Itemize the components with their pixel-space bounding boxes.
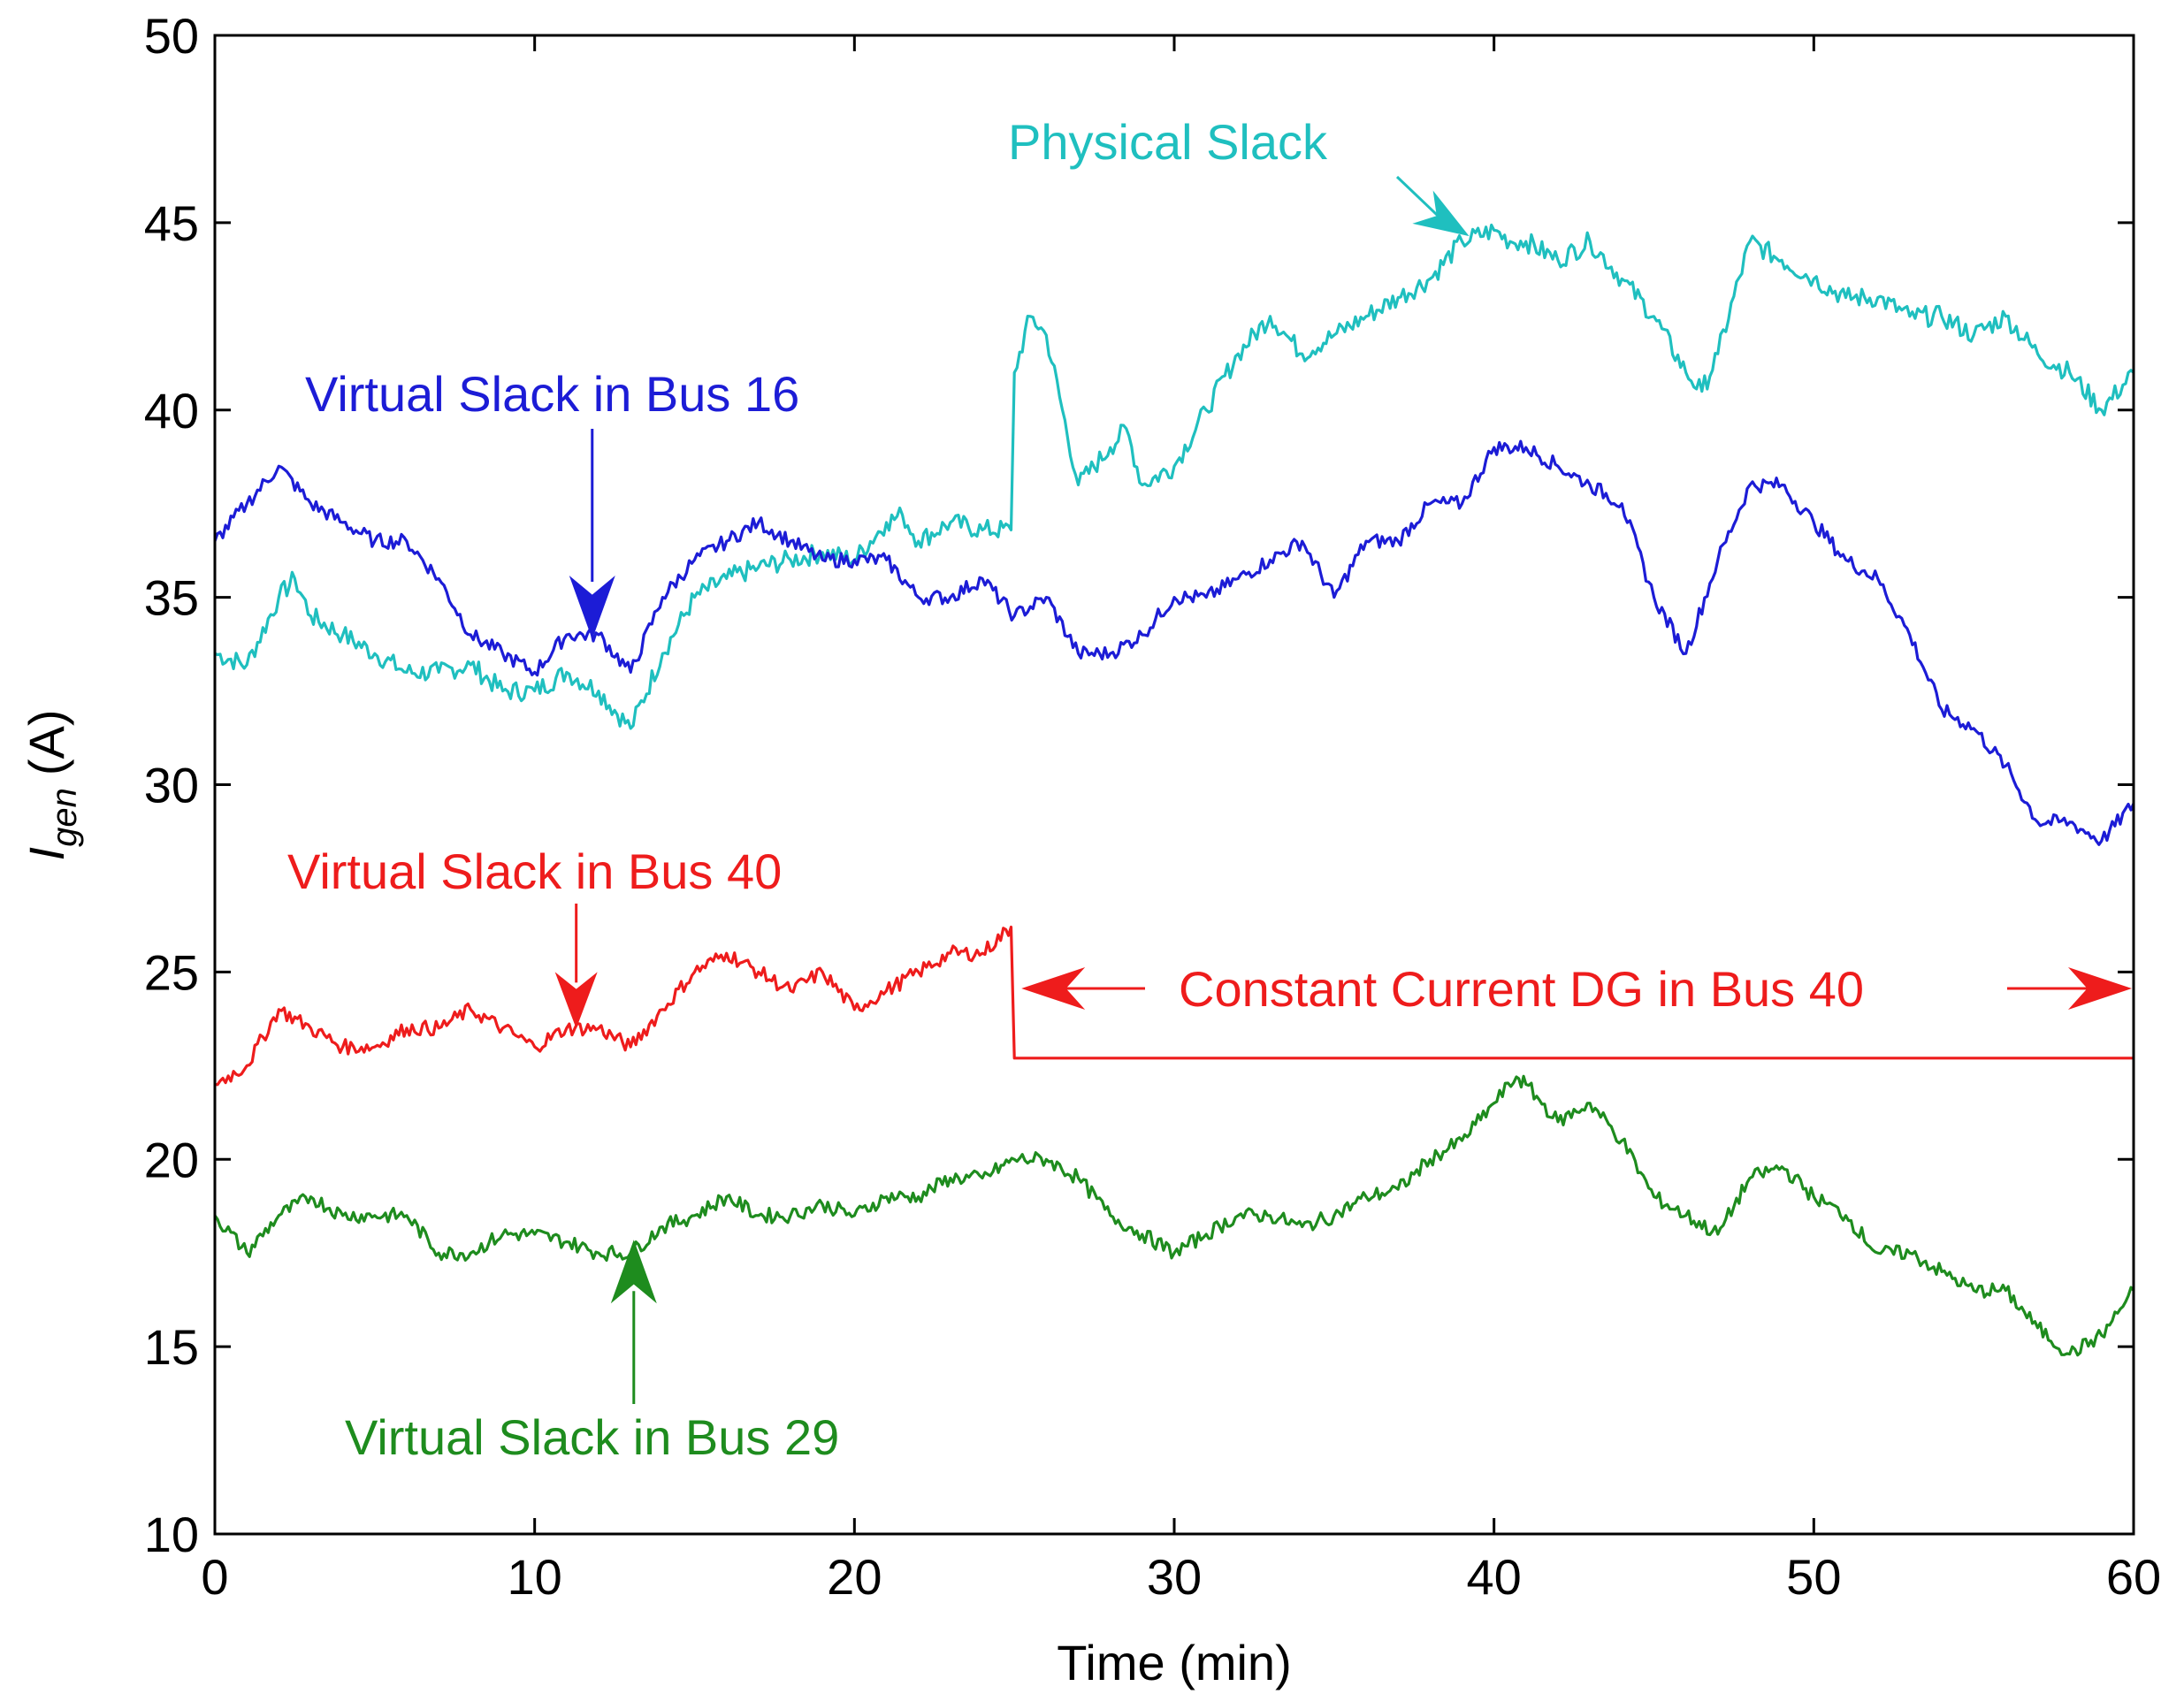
annotation-constant-current-dg: Constant Current DG in Bus 40 (1179, 961, 1864, 1017)
arrow-head (610, 1240, 657, 1304)
x-tick-label: 40 (1467, 1549, 1522, 1605)
y-tick-label: 15 (144, 1319, 199, 1375)
y-axis-label-main: I (19, 847, 74, 861)
series-line (215, 223, 2134, 730)
y-tick-label: 45 (144, 195, 199, 251)
plot-frame (213, 34, 2135, 1536)
x-tick-label: 60 (2106, 1549, 2161, 1605)
y-tick-label: 25 (144, 944, 199, 1000)
y-tick-label: 40 (144, 383, 199, 439)
x-tick-label: 0 (201, 1549, 228, 1605)
series-line (215, 925, 2134, 1087)
annotation-virtual-slack-bus-16: Virtual Slack in Bus 16 (305, 366, 799, 422)
arrow-head (1412, 190, 1470, 237)
x-axis-label: Time (min) (1057, 1635, 1291, 1690)
y-tick-label: 35 (144, 570, 199, 626)
arrow-head (554, 972, 598, 1029)
y-tick-label: 50 (144, 8, 199, 64)
arrow-head (569, 576, 615, 639)
series-line (215, 1074, 2134, 1357)
series-line (215, 439, 2134, 846)
annotation-virtual-slack-bus-40: Virtual Slack in Bus 40 (287, 843, 782, 899)
y-tick-label: 20 (144, 1132, 199, 1187)
arrow-head (2068, 967, 2132, 1010)
y-tick-label: 10 (144, 1507, 199, 1562)
annotation-virtual-slack-bus-29: Virtual Slack in Bus 29 (345, 1409, 839, 1465)
x-tick-label: 50 (1786, 1549, 1841, 1605)
x-tick-label: 30 (1147, 1549, 1202, 1605)
y-axis-label-unit: (A) (19, 710, 74, 776)
annotation-physical-slack: Physical Slack (1008, 114, 1328, 170)
y-axis-label-sub: gen (45, 788, 84, 847)
arrow-head (1021, 967, 1086, 1010)
x-tick-label: 20 (827, 1549, 882, 1605)
x-tick-label: 10 (508, 1549, 562, 1605)
y-axis-label: Igen (A) (19, 710, 84, 861)
y-tick-label: 30 (144, 758, 199, 813)
